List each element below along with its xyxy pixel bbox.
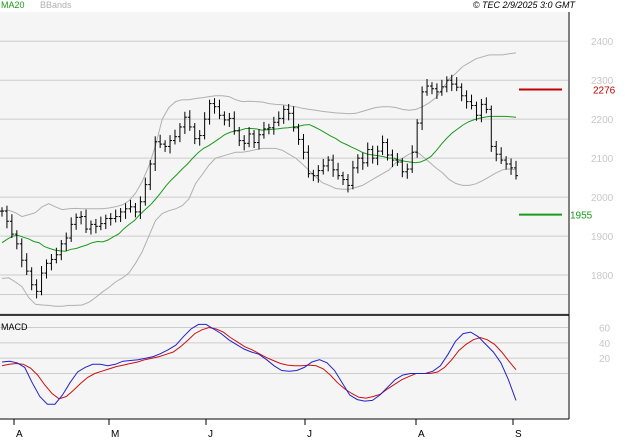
price-tick-label: 2200 (591, 115, 614, 126)
macd-tick-label: 20 (599, 354, 611, 365)
x-tick-label: J (307, 429, 312, 440)
macd-panel-background (0, 316, 568, 418)
x-tick-label: A (16, 429, 23, 440)
macd-line (1, 323, 517, 405)
legend-ma20: MA20 (1, 0, 25, 10)
price-bars (0, 74, 518, 299)
macd-tick-label: 60 (599, 324, 611, 335)
x-tick-label: A (418, 429, 425, 440)
price-tick-label: 2400 (591, 37, 614, 48)
price-tick-label: 2100 (591, 154, 614, 165)
x-tick-label: S (515, 429, 522, 440)
legend-bbands: BBands (40, 0, 72, 10)
price-tick-label: 1800 (591, 271, 614, 282)
copyright-timestamp: © TEC 2/9/2025 3:0 GMT (472, 0, 575, 10)
x-tick-label: J (208, 429, 213, 440)
x-tick-label: M (111, 429, 119, 440)
price-tick-label: 1900 (591, 232, 614, 243)
price-tick-label: 2300 (591, 76, 614, 87)
macd-tick-label: 40 (599, 339, 611, 350)
resistance-label: 2276 (593, 86, 616, 97)
macd-signal-line (1, 326, 517, 400)
price-panel-background (0, 12, 568, 314)
support-label: 1955 (570, 211, 593, 222)
price-tick-label: 2000 (591, 193, 614, 204)
bb-upper-line (1, 52, 517, 218)
macd-title: MACD (1, 322, 28, 332)
